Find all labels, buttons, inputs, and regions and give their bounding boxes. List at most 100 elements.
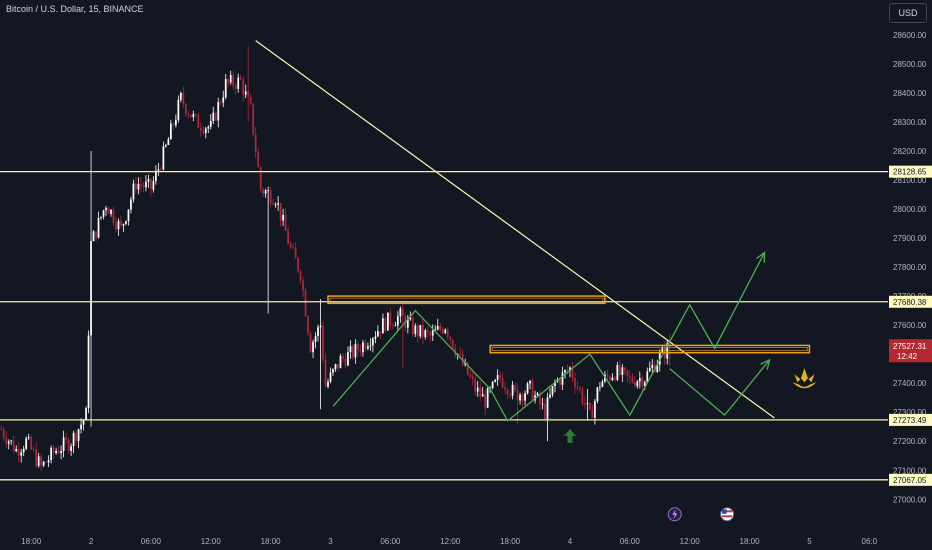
candle	[633, 376, 636, 388]
price-tick-label: 27600.00	[893, 321, 927, 330]
candle	[232, 71, 235, 90]
time-tick-label: 12:00	[440, 537, 461, 546]
candle-body	[155, 170, 157, 181]
candle-body	[287, 231, 289, 245]
candle	[289, 241, 292, 250]
candle	[92, 230, 95, 242]
candle	[322, 321, 324, 363]
candle	[182, 86, 185, 109]
candle-body	[396, 316, 399, 326]
candle	[35, 442, 38, 468]
time-tick-label: 06:00	[141, 537, 162, 546]
candle-body	[656, 364, 659, 373]
logo-right-blade	[808, 374, 815, 383]
candle	[646, 367, 649, 384]
candle	[339, 353, 342, 369]
level-price-tag: 27067.05	[889, 473, 932, 486]
currency-button[interactable]: USD	[889, 3, 927, 23]
candle	[599, 382, 601, 392]
candle	[461, 349, 464, 366]
candle-body	[165, 144, 167, 147]
candle	[207, 125, 210, 134]
candle	[214, 111, 217, 122]
candle-body	[27, 437, 30, 439]
candle-body	[2, 429, 5, 438]
time-axis[interactable]: 18:00 2 06:00 12:00 18:00 3 06:00 12:00 18:00 4 06…	[21, 537, 877, 546]
candle-body	[591, 409, 594, 418]
candle	[334, 363, 337, 372]
candle-body	[322, 325, 324, 360]
price-tick-label: 28200.00	[893, 147, 927, 156]
candle-body	[424, 330, 427, 338]
candle	[135, 177, 137, 195]
candle	[544, 398, 546, 422]
level-price-tag-text: 27067.05	[893, 476, 927, 485]
candle	[30, 434, 33, 451]
level-price-tag-text: 27680.38	[893, 298, 927, 307]
candle	[559, 377, 561, 390]
candle-body	[471, 376, 474, 380]
candle	[87, 330, 90, 414]
lightning-event-icon	[667, 507, 682, 522]
time-tick-label: 18:00	[500, 537, 521, 546]
candle	[379, 331, 382, 339]
time-tick-label: 5	[807, 537, 812, 546]
candle-body	[521, 394, 524, 401]
price-axis[interactable]: 27000.00 27100.00 27200.00 27300.00 27400.00…	[889, 31, 932, 504]
candle-body	[147, 179, 150, 182]
candle	[549, 387, 551, 399]
supply-zone	[327, 295, 606, 305]
candle-body	[82, 420, 85, 425]
candle	[621, 363, 624, 382]
candle	[62, 430, 65, 458]
candle	[357, 341, 359, 357]
drawing-layer[interactable]	[255, 40, 811, 422]
candle	[471, 371, 474, 386]
level-price-tag: 28128.65	[889, 165, 932, 178]
candle	[419, 325, 422, 339]
candle-body	[631, 377, 634, 383]
candle	[396, 311, 399, 331]
candle-body	[292, 247, 294, 249]
candle-body	[362, 342, 364, 353]
candle-body	[584, 403, 586, 405]
candle	[167, 137, 170, 146]
candlestick-series	[0, 46, 671, 472]
candle-body	[541, 403, 544, 405]
candle-body	[377, 331, 379, 337]
candle-body	[217, 102, 220, 121]
candle	[623, 366, 626, 376]
level-price-tag: 27680.38	[889, 295, 932, 308]
candle	[486, 386, 489, 409]
candle	[324, 353, 327, 388]
candle-body	[516, 390, 519, 401]
candle-body	[169, 123, 172, 140]
candle-body	[227, 79, 230, 83]
candle-body	[25, 438, 28, 449]
candle-body	[115, 223, 117, 230]
candle	[102, 209, 105, 220]
candle-body	[145, 181, 147, 188]
candle-body	[107, 207, 110, 214]
price-tick-label: 27300.00	[893, 408, 927, 417]
candle-body	[52, 447, 55, 453]
candle-body	[257, 152, 260, 168]
candle-body	[304, 290, 307, 317]
candle	[354, 339, 357, 364]
candle-body	[234, 85, 237, 89]
candle-body	[494, 379, 497, 382]
candle	[372, 336, 374, 353]
horizontal-levels	[0, 171, 888, 481]
candle	[112, 206, 115, 227]
candle	[197, 112, 200, 128]
candle	[22, 445, 25, 457]
candle-body	[212, 112, 215, 121]
candle-body	[167, 139, 170, 145]
candle-body	[249, 96, 252, 104]
candle-body	[75, 432, 77, 442]
candle-body	[414, 325, 417, 335]
candle	[668, 333, 671, 366]
us-flag-event-icon	[720, 507, 735, 522]
